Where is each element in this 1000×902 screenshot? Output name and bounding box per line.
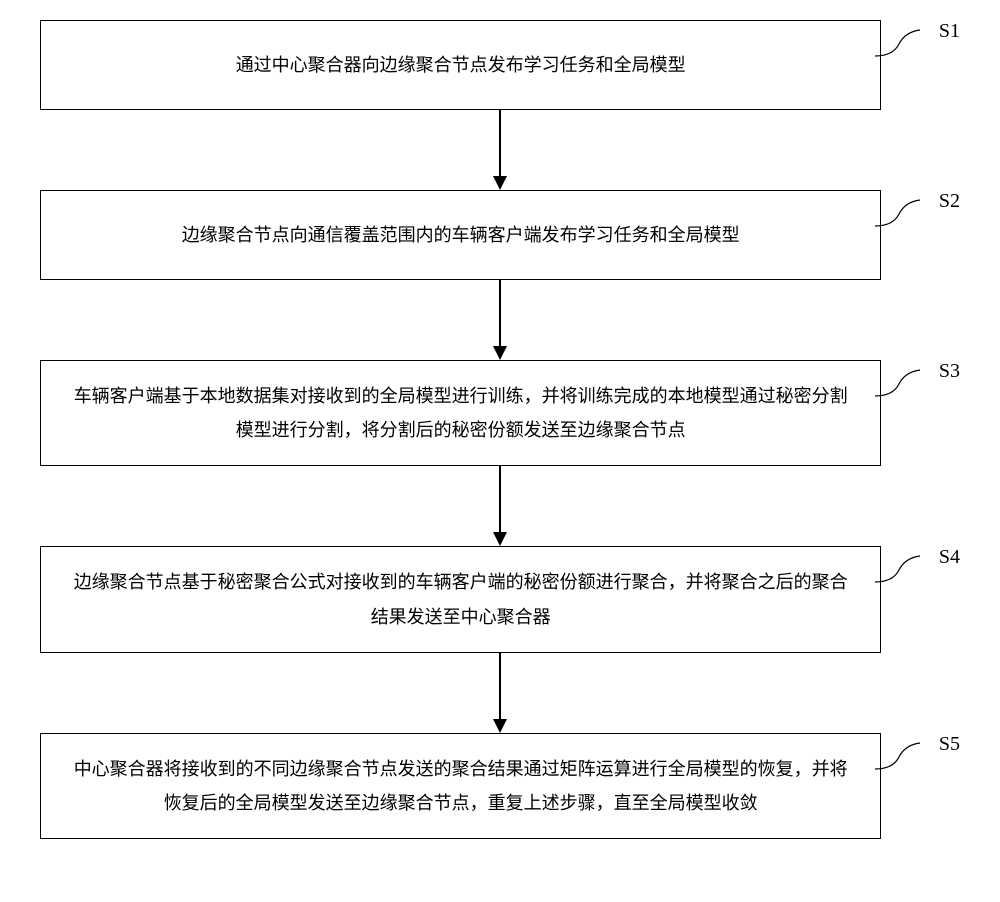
arrow-head-icon — [493, 719, 507, 733]
brace-icon — [875, 28, 920, 60]
step-text: 通过中心聚合器向边缘聚合节点发布学习任务和全局模型 — [236, 48, 686, 82]
flowchart: 通过中心聚合器向边缘聚合节点发布学习任务和全局模型 S1 边缘聚合节点向通信覆盖… — [40, 20, 960, 839]
brace-icon — [875, 554, 920, 586]
arrow-s1-s2 — [73, 110, 928, 190]
step-label: S1 — [939, 20, 960, 43]
arrow-head-icon — [493, 346, 507, 360]
step-box-s5: 中心聚合器将接收到的不同边缘聚合节点发送的聚合结果通过矩阵运算进行全局模型的恢复… — [40, 733, 881, 839]
step-box-s1: 通过中心聚合器向边缘聚合节点发布学习任务和全局模型 — [40, 20, 881, 110]
step-label: S5 — [939, 733, 960, 756]
step-text: 中心聚合器将接收到的不同边缘聚合节点发送的聚合结果通过矩阵运算进行全局模型的恢复… — [71, 752, 850, 820]
arrow-head-icon — [493, 176, 507, 190]
step-text: 车辆客户端基于本地数据集对接收到的全局模型进行训练，并将训练完成的本地模型通过秘… — [71, 379, 850, 447]
brace-icon — [875, 741, 920, 773]
arrow-line — [499, 110, 501, 180]
arrow-s4-s5 — [73, 653, 928, 733]
step-box-s2: 边缘聚合节点向通信覆盖范围内的车辆客户端发布学习任务和全局模型 — [40, 190, 881, 280]
step-box-s3: 车辆客户端基于本地数据集对接收到的全局模型进行训练，并将训练完成的本地模型通过秘… — [40, 360, 881, 466]
arrow-s2-s3 — [73, 280, 928, 360]
step-label: S3 — [939, 360, 960, 383]
step-row-s5: 中心聚合器将接收到的不同边缘聚合节点发送的聚合结果通过矩阵运算进行全局模型的恢复… — [40, 733, 960, 839]
step-text: 边缘聚合节点向通信覆盖范围内的车辆客户端发布学习任务和全局模型 — [182, 218, 740, 252]
arrow-line — [499, 466, 501, 536]
arrow-head-icon — [493, 532, 507, 546]
step-row-s1: 通过中心聚合器向边缘聚合节点发布学习任务和全局模型 S1 — [40, 20, 960, 110]
step-text: 边缘聚合节点基于秘密聚合公式对接收到的车辆客户端的秘密份额进行聚合，并将聚合之后… — [71, 565, 850, 633]
brace-icon — [875, 198, 920, 230]
step-label: S4 — [939, 546, 960, 569]
brace-icon — [875, 368, 920, 400]
arrow-line — [499, 280, 501, 350]
step-box-s4: 边缘聚合节点基于秘密聚合公式对接收到的车辆客户端的秘密份额进行聚合，并将聚合之后… — [40, 546, 881, 652]
step-row-s2: 边缘聚合节点向通信覆盖范围内的车辆客户端发布学习任务和全局模型 S2 — [40, 190, 960, 280]
step-row-s3: 车辆客户端基于本地数据集对接收到的全局模型进行训练，并将训练完成的本地模型通过秘… — [40, 360, 960, 466]
arrow-s3-s4 — [73, 466, 928, 546]
step-label: S2 — [939, 190, 960, 213]
step-row-s4: 边缘聚合节点基于秘密聚合公式对接收到的车辆客户端的秘密份额进行聚合，并将聚合之后… — [40, 546, 960, 652]
arrow-line — [499, 653, 501, 723]
